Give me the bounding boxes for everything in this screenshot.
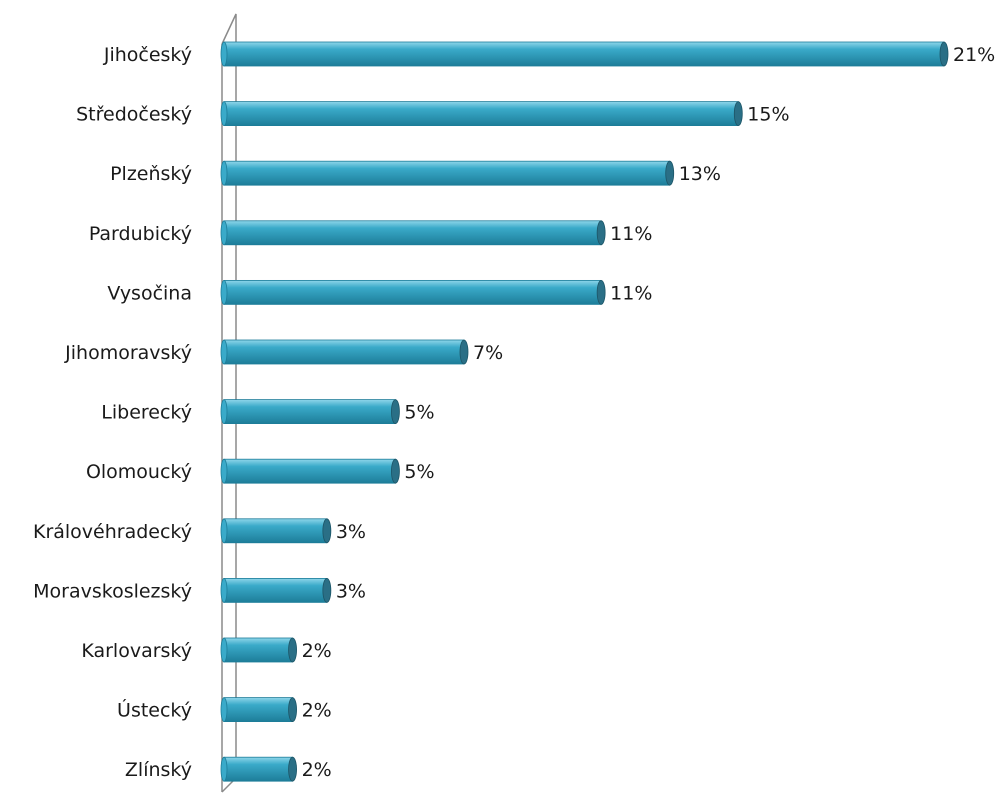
category-label: Vysočina [107, 282, 192, 304]
bar-end-cap [288, 637, 297, 663]
bar-end-cap [322, 518, 332, 544]
bar-start-cap [220, 578, 228, 603]
bar-end-cap [288, 756, 297, 782]
bar-end-cap [733, 101, 743, 126]
bar-start-cap [220, 637, 228, 663]
bar-end-cap [288, 697, 297, 722]
category-label: Moravskoslezský [33, 580, 192, 602]
value-label: 2% [302, 640, 332, 662]
bar-end-cap [459, 339, 469, 365]
bar-start-cap [220, 756, 228, 782]
bar-start-cap [220, 339, 228, 365]
category-label: Středočeský [76, 104, 192, 126]
bar [223, 339, 465, 365]
bars-group [220, 41, 949, 782]
bar-end-cap [596, 220, 606, 246]
bar-end-cap [939, 41, 949, 67]
category-label: Pardubický [89, 223, 192, 245]
bar-end-cap [322, 578, 332, 603]
category-label: Olomoucký [86, 461, 192, 483]
category-labels: Jihočeský Středočeský Plzeňský Pardubický Vy… [33, 44, 192, 781]
bar-start-cap [220, 697, 228, 722]
category-label: Plzeňský [110, 163, 192, 185]
category-label: Zlínský [125, 759, 192, 781]
value-label: 15% [747, 104, 789, 126]
bar-start-cap [220, 41, 228, 67]
value-label: 13% [679, 163, 721, 185]
value-labels: 21% 15% 13% 11% 11% 7% 5% 5% 3% 3% 2% 2% 2% [302, 44, 996, 781]
value-label: 5% [404, 402, 434, 424]
bar-start-cap [220, 399, 228, 425]
bar [223, 637, 293, 663]
bar-end-cap [596, 279, 606, 305]
value-label: 11% [610, 282, 652, 304]
value-label: 7% [473, 342, 503, 364]
bar-start-cap [220, 458, 228, 484]
category-label: Ústecký [117, 698, 192, 722]
value-label: 5% [404, 461, 434, 483]
bar-end-cap [391, 458, 400, 484]
bar-start-cap [220, 160, 228, 186]
axis-wall-line [221, 13, 237, 793]
bar-end-cap [391, 399, 400, 425]
bar [223, 101, 739, 126]
bar-start-cap [220, 518, 228, 544]
bar [223, 697, 293, 722]
value-label: 21% [953, 44, 995, 66]
value-label: 2% [302, 700, 332, 722]
bar [223, 220, 602, 246]
bar [223, 41, 945, 67]
value-label: 11% [610, 223, 652, 245]
bar-end-cap [665, 160, 675, 186]
bar [223, 160, 671, 186]
value-label: 2% [302, 759, 332, 781]
bar [223, 458, 396, 484]
category-label: Jihomoravský [64, 342, 192, 364]
category-label: Karlovarský [81, 640, 192, 662]
bar-start-cap [220, 101, 228, 126]
bar [223, 279, 602, 305]
bar [223, 578, 328, 603]
category-label: Královéhradecký [33, 521, 192, 543]
bar-start-cap [220, 220, 228, 246]
value-label: 3% [336, 580, 366, 602]
value-label: 3% [336, 521, 366, 543]
bar [223, 518, 328, 544]
category-label: Jihočeský [103, 44, 192, 66]
bar-start-cap [220, 279, 228, 305]
bar [223, 756, 293, 782]
category-label: Liberecký [101, 402, 192, 424]
bar [223, 399, 396, 425]
